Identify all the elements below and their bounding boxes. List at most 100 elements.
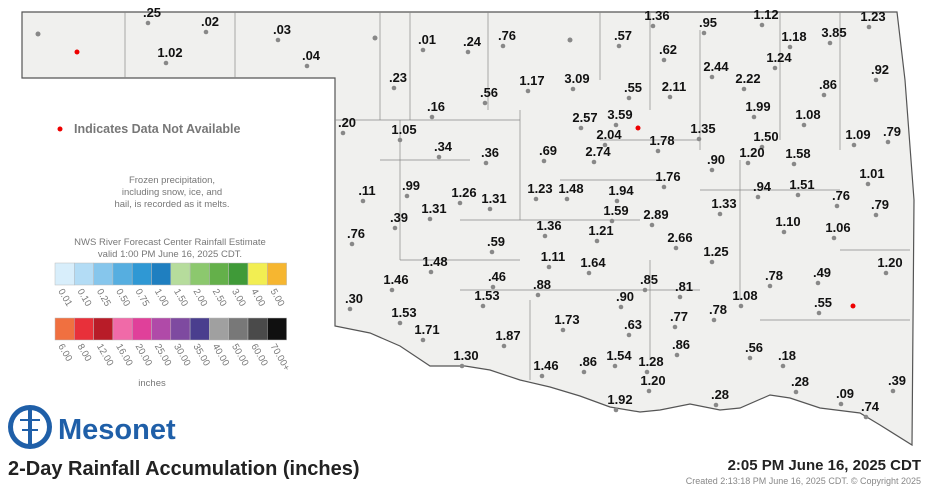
station-dot <box>816 310 822 316</box>
station-value: .03 <box>273 22 291 37</box>
station-value: 1.92 <box>607 392 632 407</box>
frozen-note-line: Frozen precipitation, <box>129 175 215 186</box>
station-value: .85 <box>640 272 658 287</box>
station-dot <box>709 167 715 173</box>
legend-label: 20.00 <box>133 342 154 368</box>
station-value: .63 <box>624 317 642 332</box>
station-dot <box>567 37 573 43</box>
station-dot <box>709 74 715 80</box>
station-value: 1.08 <box>732 288 757 303</box>
station-value: .79 <box>883 124 901 139</box>
station-value: 1.48 <box>422 254 447 269</box>
station-dot <box>674 352 680 358</box>
station-dot <box>429 114 435 120</box>
legend-swatch <box>189 262 210 286</box>
legend-swatch <box>131 262 152 286</box>
station-value: 1.25 <box>703 244 728 259</box>
station-value: 1.12 <box>753 7 778 22</box>
timestamp: 2:05 PM June 16, 2025 CDT <box>728 457 921 474</box>
station-dot <box>581 369 587 375</box>
station-dot <box>791 161 797 167</box>
station-dot <box>578 125 584 131</box>
station-value: .77 <box>670 309 688 324</box>
station-value: 1.50 <box>753 129 778 144</box>
station-dot <box>873 77 879 83</box>
station-value: 2.66 <box>667 230 692 245</box>
station-dot <box>145 20 151 26</box>
station-value: .90 <box>616 289 634 304</box>
legend-label: 5.00 <box>268 287 287 309</box>
station-dot <box>655 148 661 154</box>
legend-label: 60.00 <box>248 342 269 368</box>
legend-title: NWS River Forecast Center Rainfall Estim… <box>74 237 266 248</box>
station-dot <box>428 269 434 275</box>
station-value: .76 <box>347 226 365 241</box>
station-dot <box>533 196 539 202</box>
station-dot <box>834 203 840 209</box>
station-dot <box>831 235 837 241</box>
station-dot <box>616 43 622 49</box>
station-dot <box>546 264 552 270</box>
station-dot <box>501 343 507 349</box>
station-dot <box>459 363 465 369</box>
station-value: 1.31 <box>421 201 446 216</box>
station-value: 1.59 <box>603 203 628 218</box>
station-dot <box>539 373 545 379</box>
station-dot <box>745 160 751 166</box>
station-dot <box>821 92 827 98</box>
station-dot <box>649 222 655 228</box>
station-dot <box>885 139 891 145</box>
station-value: 1.24 <box>766 50 792 65</box>
missing-data-dot <box>850 303 856 309</box>
station-value: 3.85 <box>821 25 846 40</box>
station-value: .11 <box>358 183 375 198</box>
station-value: 1.21 <box>588 223 613 238</box>
station-dot <box>815 280 821 286</box>
station-value: .24 <box>463 34 482 49</box>
station-value: 1.17 <box>519 73 544 88</box>
logo-icon <box>8 405 52 449</box>
station-dot <box>612 363 618 369</box>
station-value: .90 <box>707 152 725 167</box>
not-available-note: Indicates Data Not Available <box>74 122 241 136</box>
legend-swatch <box>247 262 268 286</box>
station-value: 1.23 <box>527 181 552 196</box>
station-dot <box>759 22 765 28</box>
station-value: .01 <box>418 32 436 47</box>
frozen-note: Frozen precipitation,including snow, ice… <box>114 175 229 210</box>
legend-label: 0.10 <box>75 287 94 309</box>
station-dot <box>759 144 765 150</box>
station-value: 1.20 <box>640 373 665 388</box>
station-value: .46 <box>488 269 506 284</box>
station-dot <box>609 218 615 224</box>
station-dot <box>500 43 506 49</box>
legend-swatch <box>93 262 114 286</box>
legend-label: 16.00 <box>113 342 134 368</box>
station-value: 1.28 <box>638 354 663 369</box>
station-value: .62 <box>659 42 677 57</box>
station-dot <box>480 303 486 309</box>
station-value: .39 <box>888 373 906 388</box>
station-dot <box>626 95 632 101</box>
station-dot <box>614 198 620 204</box>
station-value: .69 <box>539 143 557 158</box>
station-dot <box>883 270 889 276</box>
station-dot <box>801 122 807 128</box>
station-dot <box>890 388 896 394</box>
station-dot <box>717 211 723 217</box>
legend-label: 0.75 <box>133 287 152 309</box>
station-dot <box>713 402 719 408</box>
station-value: .78 <box>765 268 783 283</box>
station-dot <box>397 320 403 326</box>
created-note: Created 2:13:18 PM June 16, 2025 CDT. © … <box>686 476 921 486</box>
station-dot <box>489 249 495 255</box>
station-value: .20 <box>338 115 356 130</box>
station-dot <box>391 85 397 91</box>
station-value: 2.89 <box>643 207 668 222</box>
station-value: .18 <box>778 348 796 363</box>
station-dot <box>838 401 844 407</box>
legend-swatch <box>228 317 249 341</box>
station-dot <box>613 122 619 128</box>
station-dot <box>863 414 869 420</box>
station-dot <box>602 142 608 148</box>
